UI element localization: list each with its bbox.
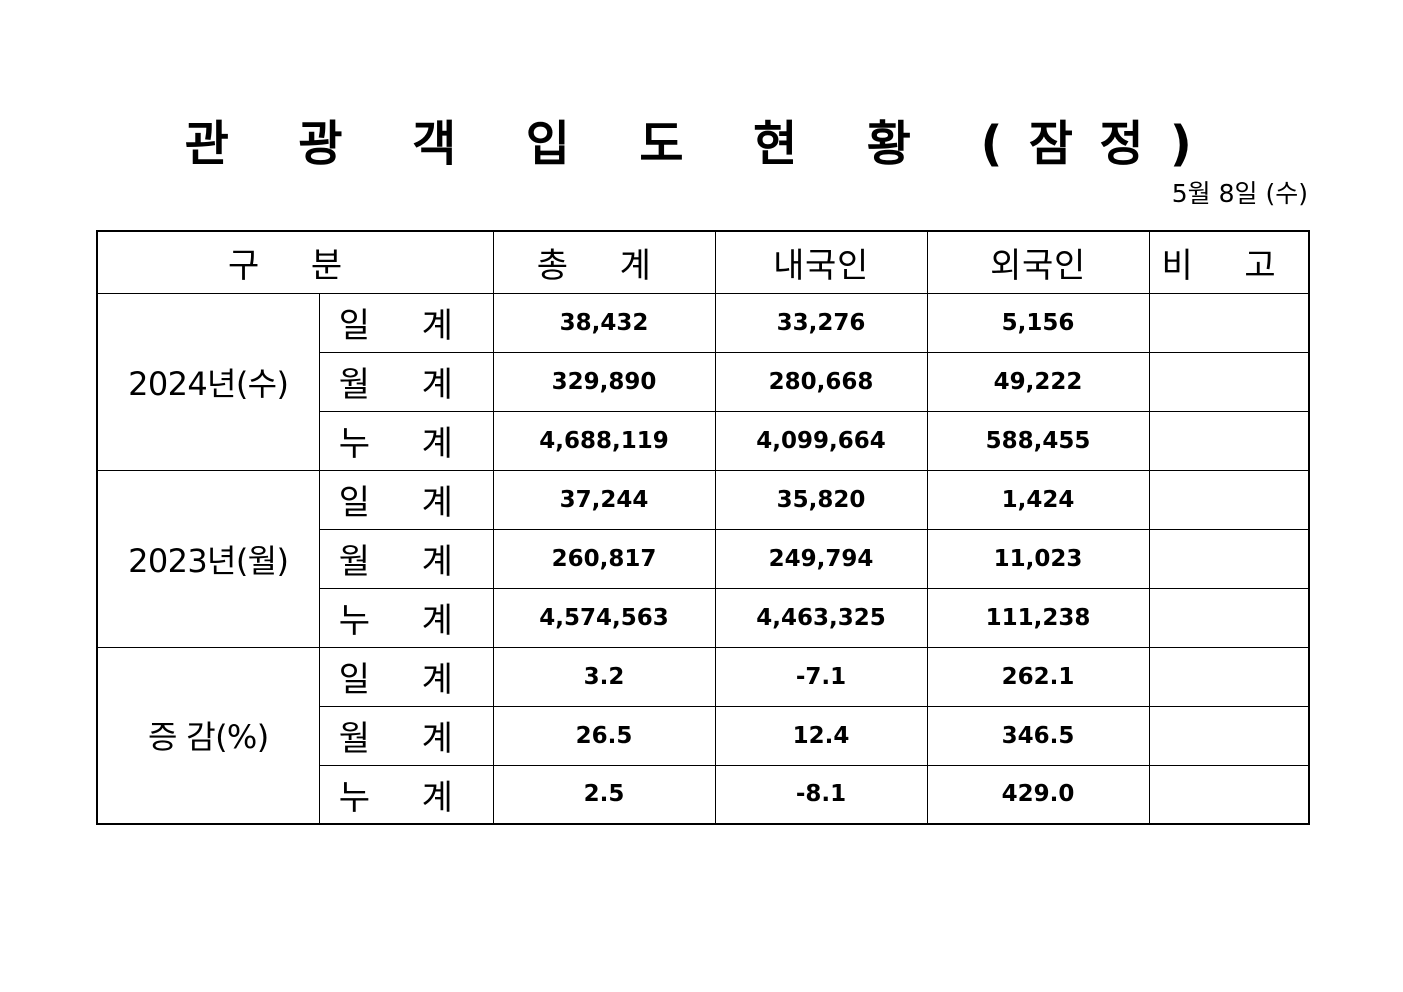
table-row: 2024년(수) 일 계 38,432 33,276 5,156: [96, 292, 1310, 471]
cell-domestic: 249,794: [714, 528, 928, 589]
cell-remarks: [1148, 528, 1310, 589]
cell-domestic: 35,820: [714, 469, 928, 530]
cell-remarks: [1148, 469, 1310, 530]
report-date: 5월 8일 (수): [1171, 179, 1308, 208]
table-row: 2023년(월) 일 계 37,244 35,820 1,424: [96, 469, 1310, 648]
visitor-stats-table: 구 분 총 계 내국인 외국인 비 고 2024년(수) 일 계 38,432 …: [96, 230, 1311, 825]
header-category: 구 분: [96, 230, 494, 294]
cell-foreign: 346.5: [926, 705, 1150, 766]
row-label: 일 계: [318, 646, 494, 707]
header-domestic: 내국인: [714, 230, 928, 294]
group-label-change: 증 감(%): [96, 646, 320, 825]
cell-foreign: 5,156: [926, 292, 1150, 353]
table-row: 누 계 2.5 -8.1 429.0: [97, 764, 1310, 825]
cell-total: 4,688,119: [492, 410, 716, 471]
cell-domestic: -8.1: [714, 764, 928, 825]
row-label: 월 계: [318, 705, 494, 766]
cell-foreign: 111,238: [926, 587, 1150, 648]
cell-domestic: 4,463,325: [714, 587, 928, 648]
row-label: 누 계: [318, 587, 494, 648]
cell-remarks: [1148, 587, 1310, 648]
cell-domestic: 280,668: [714, 351, 928, 412]
row-label: 누 계: [318, 410, 494, 471]
cell-foreign: 588,455: [926, 410, 1150, 471]
cell-total: 260,817: [492, 528, 716, 589]
cell-remarks: [1148, 705, 1310, 766]
header-foreign: 외국인: [926, 230, 1150, 294]
header-remarks: 비 고: [1148, 230, 1310, 294]
row-label: 일 계: [318, 292, 494, 353]
header-row: 구 분 총 계 내국인 외국인 비 고: [96, 230, 1310, 294]
cell-foreign: 1,424: [926, 469, 1150, 530]
cell-total: 37,244: [492, 469, 716, 530]
cell-remarks: [1148, 410, 1310, 471]
group-label-2024: 2024년(수): [96, 292, 320, 471]
cell-domestic: 33,276: [714, 292, 928, 353]
cell-total: 3.2: [492, 646, 716, 707]
cell-remarks: [1148, 351, 1310, 412]
cell-remarks: [1148, 646, 1310, 707]
page-title: 관 광 객 입 도 현 황 (잠정): [184, 116, 1219, 172]
table-row: 증 감(%) 일 계 3.2 -7.1 262.1: [96, 646, 1310, 825]
cell-domestic: 12.4: [714, 705, 928, 766]
cell-total: 4,574,563: [492, 587, 716, 648]
table-row: 누 계 4,574,563 4,463,325 111,238: [97, 587, 1310, 648]
cell-domestic: 4,099,664: [714, 410, 928, 471]
cell-foreign: 11,023: [926, 528, 1150, 589]
cell-remarks: [1148, 292, 1310, 353]
cell-domestic: -7.1: [714, 646, 928, 707]
cell-total: 329,890: [492, 351, 716, 412]
cell-total: 26.5: [492, 705, 716, 766]
cell-foreign: 429.0: [926, 764, 1150, 825]
cell-remarks: [1148, 764, 1310, 825]
table-row: 누 계 4,688,119 4,099,664 588,455: [97, 410, 1310, 471]
table-row: 월 계 26.5 12.4 346.5: [97, 705, 1310, 766]
row-label: 월 계: [318, 528, 494, 589]
row-label: 누 계: [318, 764, 494, 825]
cell-foreign: 262.1: [926, 646, 1150, 707]
cell-total: 38,432: [492, 292, 716, 353]
table-row: 월 계 260,817 249,794 11,023: [97, 528, 1310, 589]
header-total: 총 계: [492, 230, 716, 294]
cell-foreign: 49,222: [926, 351, 1150, 412]
row-label: 일 계: [318, 469, 494, 530]
group-label-2023: 2023년(월): [96, 469, 320, 648]
row-label: 월 계: [318, 351, 494, 412]
cell-total: 2.5: [492, 764, 716, 825]
